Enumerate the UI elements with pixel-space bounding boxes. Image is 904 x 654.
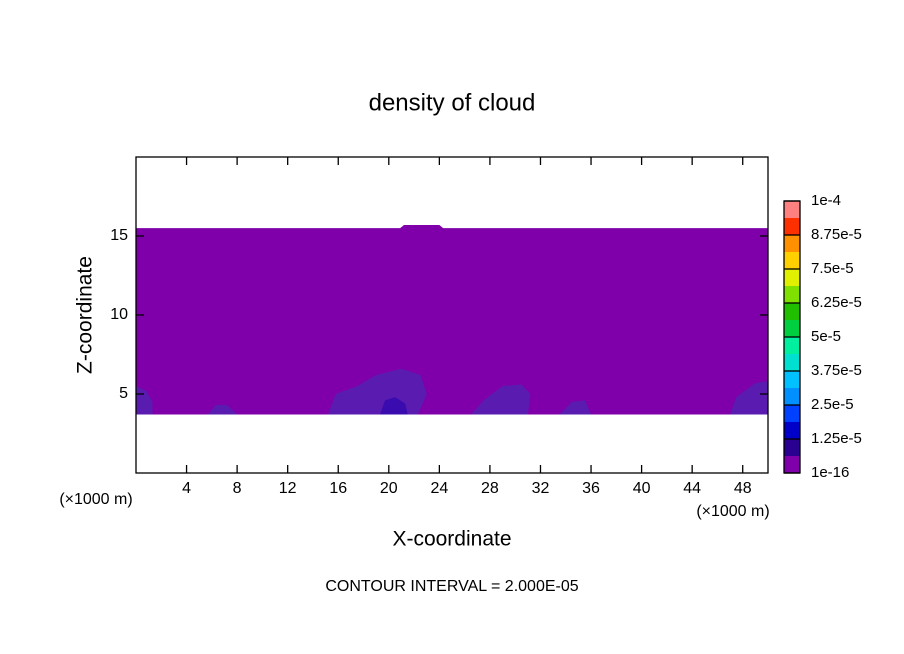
colorbar-band: [784, 235, 800, 252]
contour-region: [208, 405, 238, 415]
x-tick-label: 28: [481, 480, 499, 497]
x-tick-label: 36: [582, 480, 600, 497]
contour-region: [559, 400, 592, 415]
x-tick-label: 44: [683, 480, 701, 497]
x-unit: (×1000 m): [696, 503, 769, 520]
colorbar-label: 5e-5: [811, 328, 841, 345]
x-tick-label: 24: [430, 480, 448, 497]
y-tick-label: 10: [110, 306, 128, 323]
contour-region: [136, 224, 768, 415]
colorbar-band: [784, 439, 800, 456]
colorbar-label: 2.5e-5: [811, 396, 854, 413]
x-tick-label: 16: [329, 480, 347, 497]
x-tick-label: 12: [279, 480, 297, 497]
y-tick-label: 15: [110, 227, 128, 244]
y-tick-label: 5: [119, 385, 128, 402]
contour-region: [730, 381, 768, 415]
contour-region: [136, 386, 153, 415]
colorbar-band: [784, 456, 800, 473]
colorbar-label: 1.25e-5: [811, 430, 862, 447]
x-tick-label: 32: [532, 480, 550, 497]
colorbar-band: [784, 422, 800, 439]
colorbar-label: 7.5e-5: [811, 260, 854, 277]
colorbar-band: [784, 201, 800, 218]
colorbar-band: [784, 320, 800, 337]
y-unit: (×1000 m): [59, 491, 132, 508]
colorbar-band: [784, 303, 800, 320]
colorbar-label: 1e-4: [811, 192, 841, 209]
colorbar-band: [784, 388, 800, 405]
contour-region: [379, 397, 408, 415]
x-axis-label: X-coordinate: [392, 528, 511, 551]
colorbar-band: [784, 371, 800, 388]
colorbar-band: [784, 218, 800, 235]
y-axis-label: Z-coordinate: [74, 256, 97, 374]
colorbar-band: [784, 252, 800, 269]
contour-region: [470, 384, 531, 415]
colorbar-band: [784, 354, 800, 371]
colorbar-label: 8.75e-5: [811, 226, 862, 243]
colorbar-label: 3.75e-5: [811, 362, 862, 379]
contour-interval: CONTOUR INTERVAL = 2.000E-05: [325, 578, 578, 595]
x-tick-label: 40: [633, 480, 651, 497]
colorbar-band: [784, 405, 800, 422]
colorbar-label: 1e-16: [811, 464, 849, 481]
chart-title: density of cloud: [369, 89, 536, 116]
x-tick-label: 4: [182, 480, 191, 497]
x-tick-label: 20: [380, 480, 398, 497]
colorbar-label: 6.25e-5: [811, 294, 862, 311]
x-tick-label: 48: [734, 480, 752, 497]
x-tick-label: 8: [233, 480, 242, 497]
colorbar-band: [784, 286, 800, 303]
colorbar-band: [784, 269, 800, 286]
colorbar-band: [784, 337, 800, 354]
